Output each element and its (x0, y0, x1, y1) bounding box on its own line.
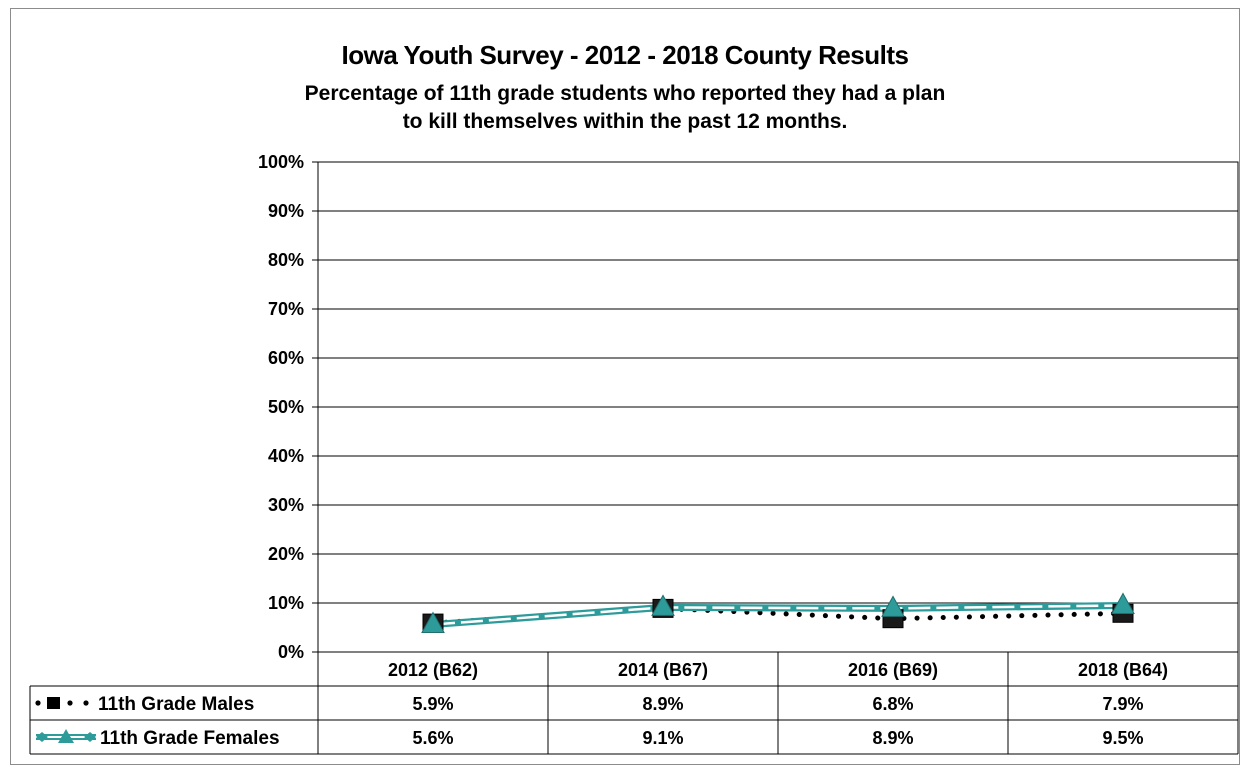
y-tick-label: 10% (268, 593, 304, 613)
table-cell-value: 7.9% (1102, 694, 1143, 714)
legend-marker-diamond (36, 732, 48, 742)
chart-frame (10, 8, 1240, 765)
legend-label: 11th Grade Males (98, 694, 254, 715)
y-tick-label: 60% (268, 348, 304, 368)
data-point-females (881, 595, 905, 617)
series-line-females-inner (432, 604, 1124, 626)
y-tick-label: 100% (258, 152, 304, 172)
table-cell-value: 8.9% (642, 694, 683, 714)
y-tick-label: 90% (268, 201, 304, 221)
x-category-label: 2014 (B67) (618, 660, 708, 680)
data-point-females (1111, 592, 1135, 614)
y-tick-label: 50% (268, 397, 304, 417)
y-tick-label: 40% (268, 446, 304, 466)
chart-subtitle-line1: Percentage of 11th grade students who re… (304, 82, 946, 105)
table-cell-value: 8.9% (872, 728, 913, 748)
legend-line-dot (67, 700, 73, 706)
legend-marker-triangle (58, 729, 74, 743)
chart-title: Iowa Youth Survey - 2012 - 2018 County R… (341, 40, 909, 70)
x-category-label: 2012 (B62) (388, 660, 478, 680)
legend-label: 11th Grade Females (100, 728, 280, 749)
legend-line-dot (35, 700, 41, 706)
data-point-females (421, 611, 445, 634)
series-line-males (430, 605, 1126, 626)
data-point-females (651, 594, 675, 616)
y-tick-label: 20% (268, 544, 304, 564)
legend-marker-square (47, 697, 60, 709)
y-tick-label: 80% (268, 250, 304, 270)
table-cell-value: 5.6% (412, 728, 453, 748)
x-category-label: 2018 (B64) (1078, 660, 1168, 680)
legend-marker-diamond (84, 732, 96, 742)
table-cell-value: 6.8% (872, 694, 913, 714)
y-tick-label: 0% (278, 642, 304, 662)
table-cell-value: 9.5% (1102, 728, 1143, 748)
table-cell-value: 5.9% (412, 694, 453, 714)
table-cell-value: 9.1% (642, 728, 683, 748)
y-tick-label: 30% (268, 495, 304, 515)
chart-subtitle-line2: to kill themselves within the past 12 mo… (402, 110, 848, 133)
legend-line-dot (83, 700, 89, 706)
y-tick-label: 70% (268, 299, 304, 319)
x-category-label: 2016 (B69) (848, 660, 938, 680)
